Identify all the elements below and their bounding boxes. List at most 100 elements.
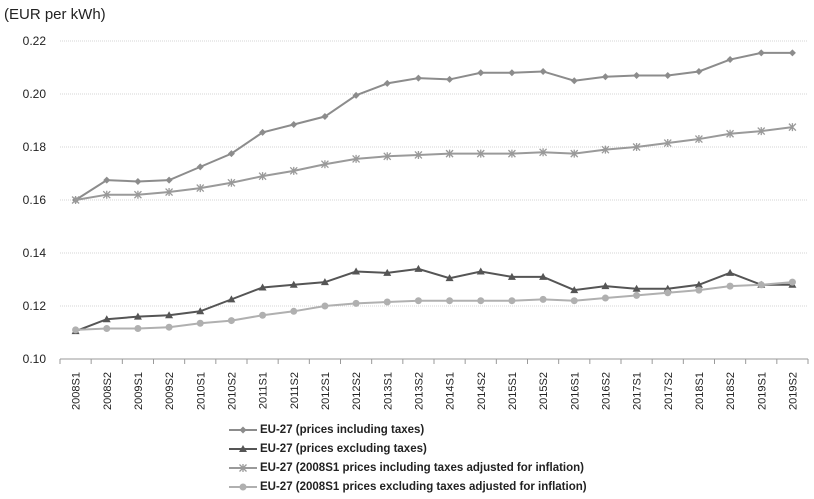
x-tick-label: 2018S1 [694, 372, 706, 410]
series-1 [72, 49, 796, 204]
data-point [726, 282, 734, 290]
data-point [352, 154, 361, 163]
data-point [259, 128, 267, 136]
legend-item-4: EU-27 (2008S1 prices excluding taxes adj… [228, 477, 587, 496]
y-tick-label: 0.14 [23, 246, 47, 260]
data-point [72, 326, 80, 334]
data-point [633, 291, 641, 299]
x-tick-label: 2014S1 [445, 372, 457, 410]
series-4-line [75, 281, 793, 331]
data-point [633, 71, 641, 79]
data-point [258, 172, 267, 181]
data-point [414, 150, 423, 159]
data-point [133, 190, 142, 199]
data-point [757, 281, 765, 289]
data-point [320, 160, 329, 169]
data-point [539, 148, 548, 157]
legend-item-1: EU-27 (prices including taxes) [228, 420, 587, 439]
y-tick-label: 0.12 [23, 299, 47, 313]
data-point [290, 307, 298, 315]
legend-label: EU-27 (2008S1 prices excluding taxes adj… [260, 480, 587, 493]
legend-label: EU-27 (2008S1 prices including taxes adj… [260, 461, 584, 474]
data-point [694, 135, 703, 144]
data-point [321, 113, 329, 121]
data-point [290, 120, 298, 128]
data-point [196, 163, 204, 171]
x-tick-label: 2008S2 [102, 372, 114, 410]
x-tick-label: 2017S2 [663, 372, 675, 410]
x-tick-label: 2018S2 [725, 372, 737, 410]
plot-area: 0.10 0.12 0.14 0.16 0.18 0.20 0.22 2008S1 2008S2… [23, 34, 809, 410]
x-tick-label: 2012S2 [351, 372, 363, 410]
data-point [445, 149, 454, 158]
data-point [352, 299, 360, 307]
data-point [71, 196, 80, 204]
x-tick-label: 2017S1 [632, 372, 644, 410]
data-point [352, 267, 361, 275]
x-tick-label: 2015S2 [538, 372, 550, 410]
data-point [227, 295, 236, 303]
data-point [570, 286, 579, 294]
data-point [259, 311, 267, 319]
legend-label: EU-27 (prices including taxes) [260, 423, 425, 436]
y-tick-label: 0.18 [23, 140, 47, 154]
x-tick-label: 2019S1 [756, 372, 768, 410]
data-point [788, 278, 796, 286]
data-point [446, 75, 454, 83]
x-tick-label: 2008S1 [71, 372, 83, 410]
legend-swatch [229, 444, 257, 452]
y-axis-unit-label: (EUR per kWh) [4, 6, 106, 23]
x-tick-label: 2011S1 [258, 372, 270, 409]
data-point [726, 129, 735, 138]
y-tick-label: 0.16 [23, 193, 47, 207]
series-2-line [75, 267, 793, 333]
data-point [695, 67, 703, 75]
data-point [196, 319, 204, 327]
data-point [414, 297, 422, 305]
data-point [570, 297, 578, 305]
data-point [788, 123, 797, 132]
data-point [664, 71, 672, 79]
data-point [102, 190, 111, 199]
data-point [196, 184, 205, 193]
legend-item-3: EU-27 (2008S1 prices including taxes adj… [228, 458, 587, 477]
legend-item-2: EU-27 (prices excluding taxes) [228, 439, 587, 458]
y-tick-label: 0.22 [23, 34, 47, 48]
x-tick-label: 2011S2 [289, 372, 301, 409]
series-2 [71, 264, 797, 335]
legend-marker [239, 426, 247, 433]
x-tick-label: 2010S1 [195, 372, 207, 410]
data-point [757, 49, 765, 57]
data-point [289, 280, 298, 288]
data-point [133, 312, 142, 320]
data-point [476, 267, 485, 275]
data-point [321, 302, 329, 310]
x-tick-label: 2016S2 [600, 372, 612, 410]
data-point [165, 176, 173, 184]
data-point [570, 77, 578, 85]
data-point [757, 127, 766, 136]
data-point [508, 297, 516, 305]
data-point [695, 286, 703, 294]
data-point [539, 67, 547, 75]
legend: EU-27 (prices including taxes) EU-27 (pri… [228, 420, 587, 496]
data-point [632, 284, 641, 292]
data-point [663, 139, 672, 148]
x-tick-label: 2009S1 [133, 372, 145, 410]
x-tick-label: 2013S2 [413, 372, 425, 410]
data-point [165, 188, 174, 197]
data-point [134, 325, 142, 333]
x-tick-label: 2012S1 [320, 372, 332, 410]
data-point [383, 298, 391, 306]
data-point [165, 311, 174, 319]
data-point [103, 176, 111, 184]
series-1-line [75, 51, 793, 201]
data-point [414, 74, 422, 82]
legend-marker [239, 463, 247, 472]
data-point [258, 283, 267, 291]
data-point [726, 268, 735, 276]
data-point [539, 272, 548, 280]
data-point [446, 297, 454, 305]
legend-swatch [229, 463, 257, 472]
